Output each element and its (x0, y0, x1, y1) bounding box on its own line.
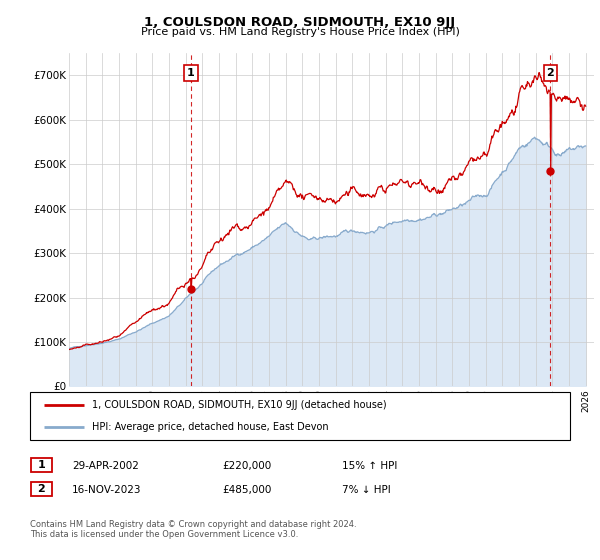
FancyBboxPatch shape (31, 482, 52, 497)
Text: 16-NOV-2023: 16-NOV-2023 (72, 485, 142, 495)
Text: 1, COULSDON ROAD, SIDMOUTH, EX10 9JJ (detached house): 1, COULSDON ROAD, SIDMOUTH, EX10 9JJ (de… (92, 400, 387, 410)
Text: HPI: Average price, detached house, East Devon: HPI: Average price, detached house, East… (92, 422, 329, 432)
FancyBboxPatch shape (31, 458, 52, 473)
Text: 29-APR-2002: 29-APR-2002 (72, 461, 139, 471)
Text: Contains HM Land Registry data © Crown copyright and database right 2024.
This d: Contains HM Land Registry data © Crown c… (30, 520, 356, 539)
Text: 1, COULSDON ROAD, SIDMOUTH, EX10 9JJ: 1, COULSDON ROAD, SIDMOUTH, EX10 9JJ (145, 16, 455, 29)
Text: 2: 2 (547, 68, 554, 78)
Text: Price paid vs. HM Land Registry's House Price Index (HPI): Price paid vs. HM Land Registry's House … (140, 27, 460, 37)
Text: £220,000: £220,000 (222, 461, 271, 471)
Text: 7% ↓ HPI: 7% ↓ HPI (342, 485, 391, 495)
Text: 1: 1 (187, 68, 195, 78)
Text: 2: 2 (38, 484, 45, 494)
FancyBboxPatch shape (30, 392, 570, 440)
Text: 15% ↑ HPI: 15% ↑ HPI (342, 461, 397, 471)
Text: £485,000: £485,000 (222, 485, 271, 495)
Text: 1: 1 (38, 460, 45, 470)
